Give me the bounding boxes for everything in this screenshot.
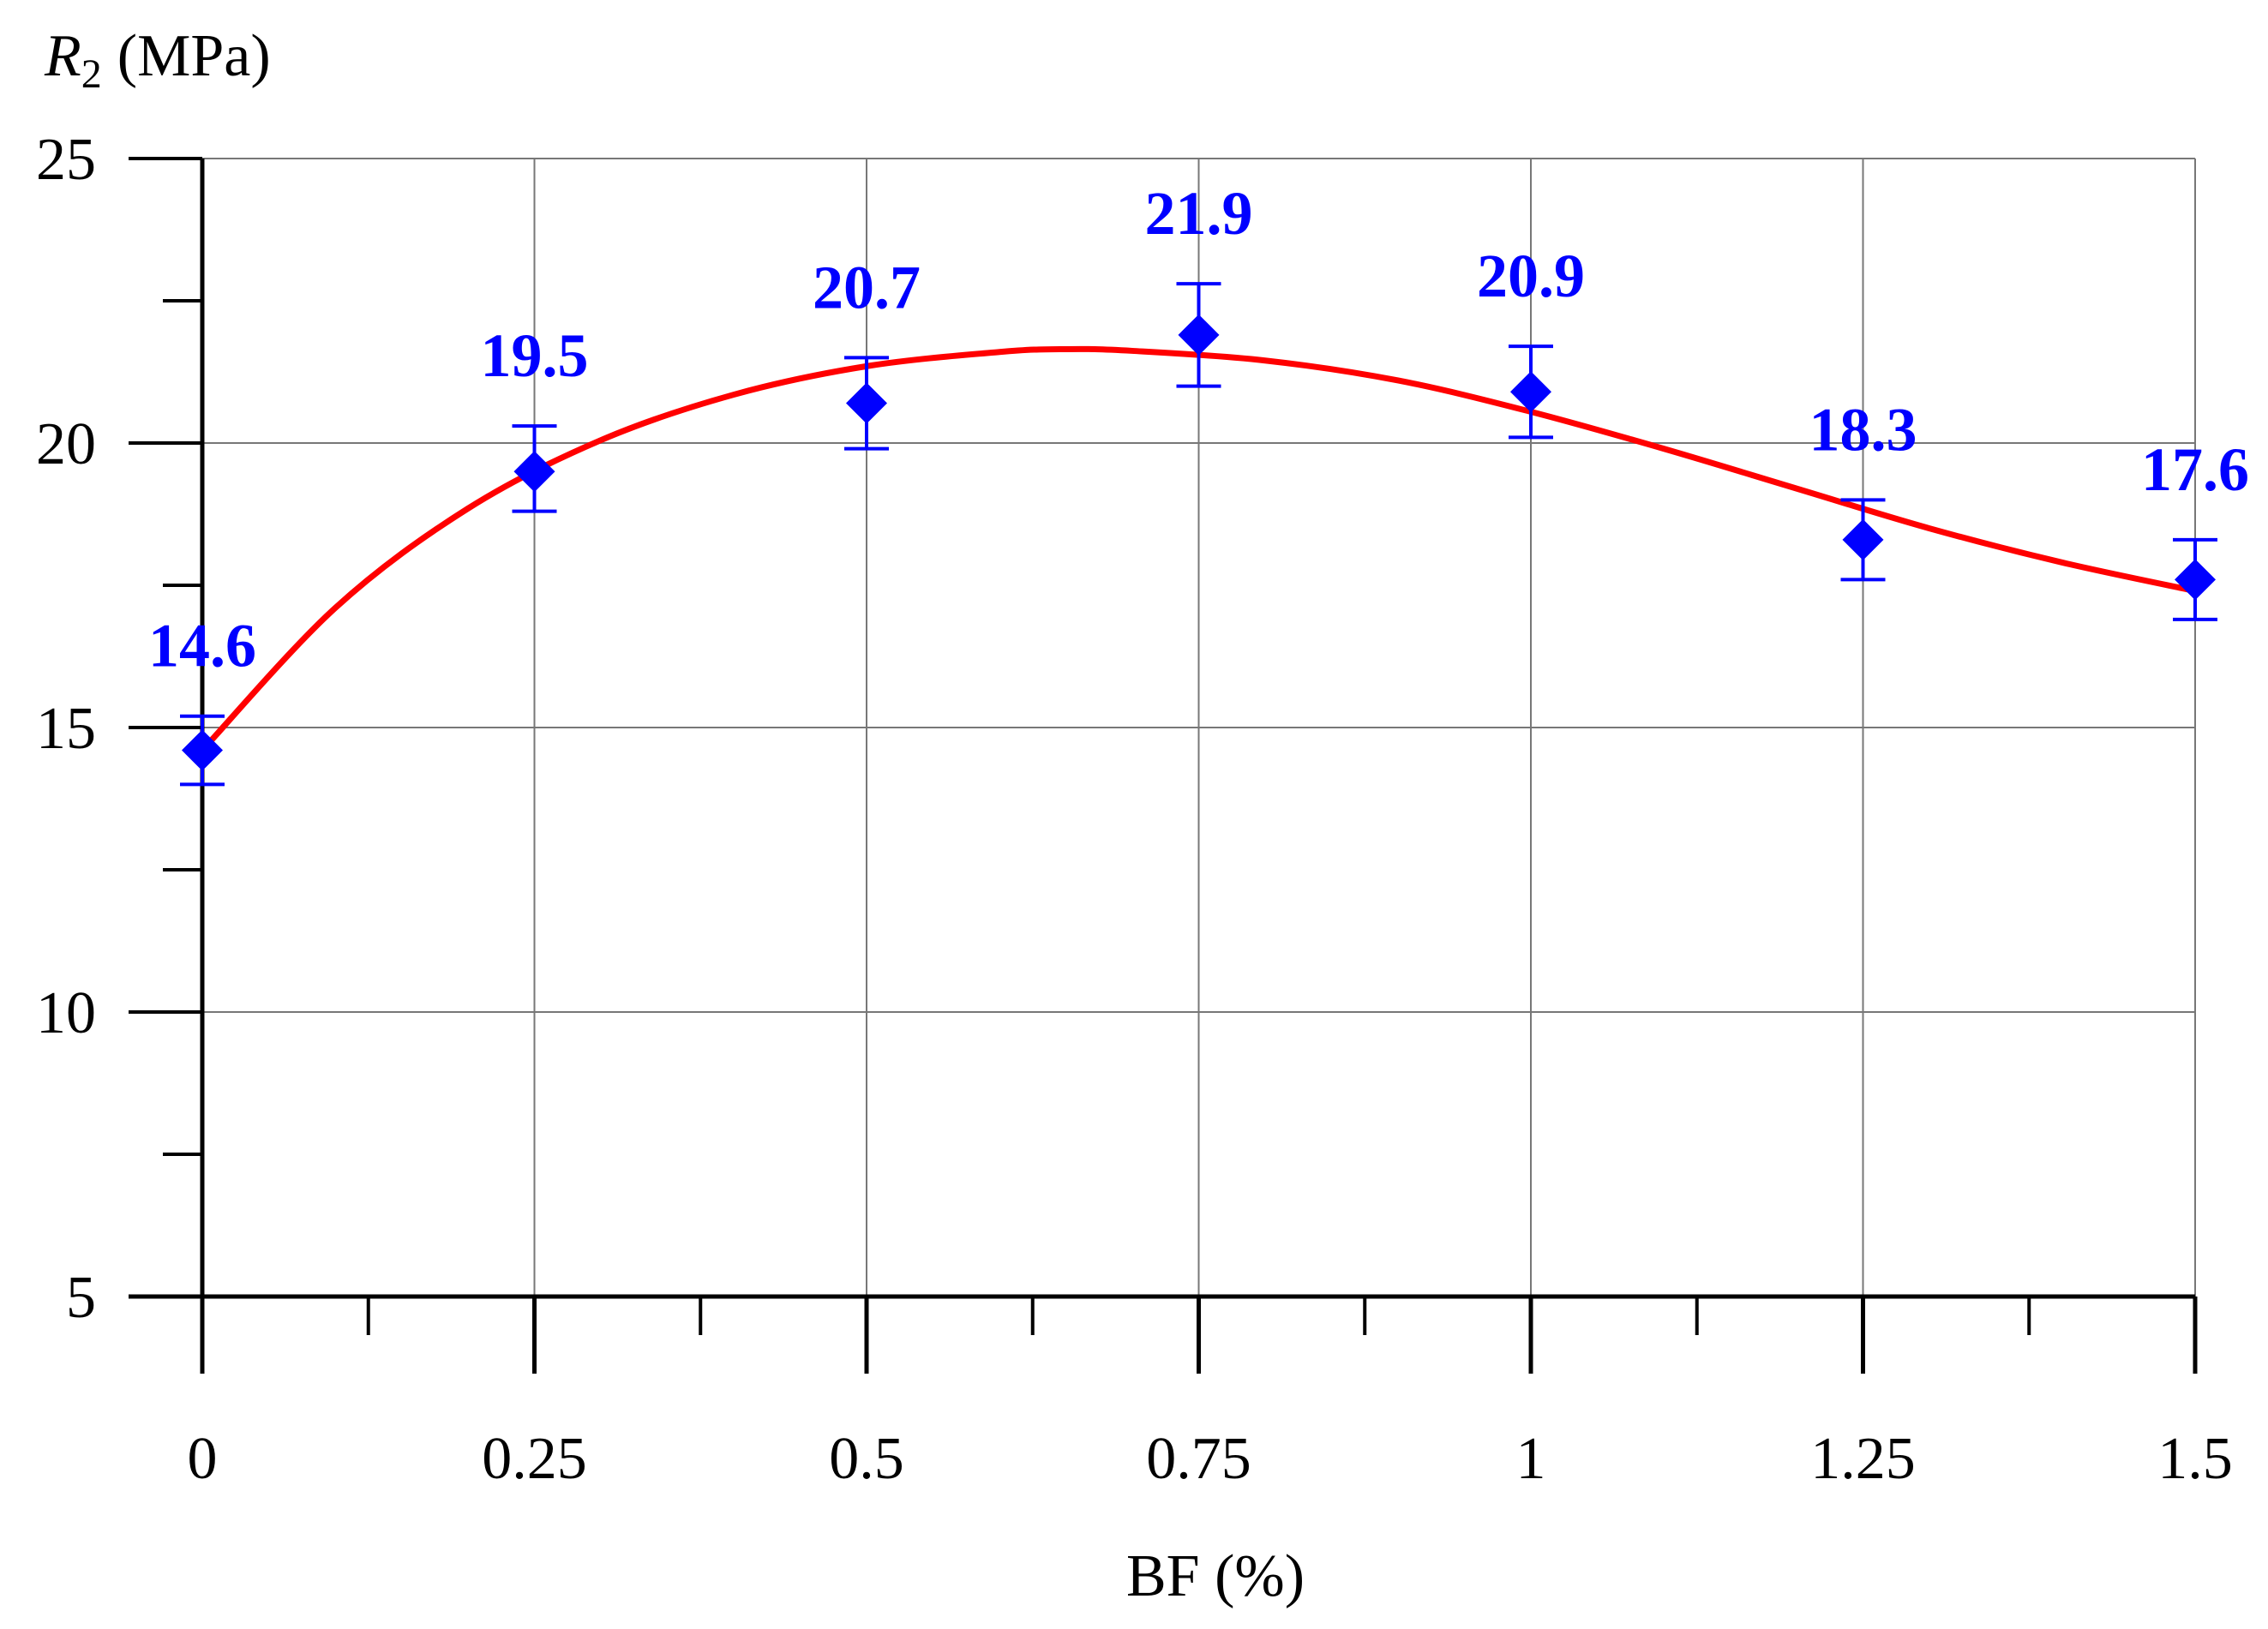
fit-curve-group [200,345,2196,752]
data-point-diamond [1178,314,1220,356]
data-label: 18.3 [1809,395,1917,464]
x-tick-label: 1.25 [1810,1426,1916,1492]
data-point-diamond [182,729,223,771]
y-axis-subscript: 2 [81,51,102,97]
y-axis-unit: (MPa) [117,23,271,89]
data-label: 21.9 [1145,179,1253,248]
fit-curve [200,345,2196,752]
x-tick-label: 0 [188,1426,218,1492]
y-tick-label: 25 [36,127,96,193]
y-axis-title: R2 (MPa) [44,23,271,97]
x-tick-label: 0.75 [1146,1426,1251,1492]
data-point-diamond [846,382,887,424]
data-labels: 14.6 19.5 20.7 21.9 20.9 18.3 17.6 [148,179,2249,680]
x-tick-label: 0.25 [482,1426,587,1492]
data-label: 20.9 [1477,242,1585,310]
ticks: 5 10 15 20 25 0 0.25 0.5 0.75 1 1.25 1.5 [36,127,2233,1492]
data-label: 19.5 [481,321,589,390]
data-point-diamond [513,451,555,493]
data-label: 20.7 [813,253,921,321]
y-tick-label: 10 [36,980,96,1046]
data-points [182,314,2216,771]
x-tick-label: 1 [1516,1426,1546,1492]
y-axis-symbol: R [44,23,81,89]
y-tick-label: 5 [66,1265,96,1331]
data-point-diamond [1510,371,1551,413]
y-tick-label: 20 [36,411,96,477]
y-tick-label: 15 [36,696,96,762]
x-tick-label: 1.5 [2157,1426,2233,1492]
x-tick-label: 0.5 [829,1426,904,1492]
data-point-diamond [2175,559,2216,601]
data-point-diamond [1842,518,1884,560]
data-label: 14.6 [148,612,256,680]
data-label: 17.6 [2141,435,2249,504]
x-axis-title: BF (%) [1126,1543,1305,1609]
